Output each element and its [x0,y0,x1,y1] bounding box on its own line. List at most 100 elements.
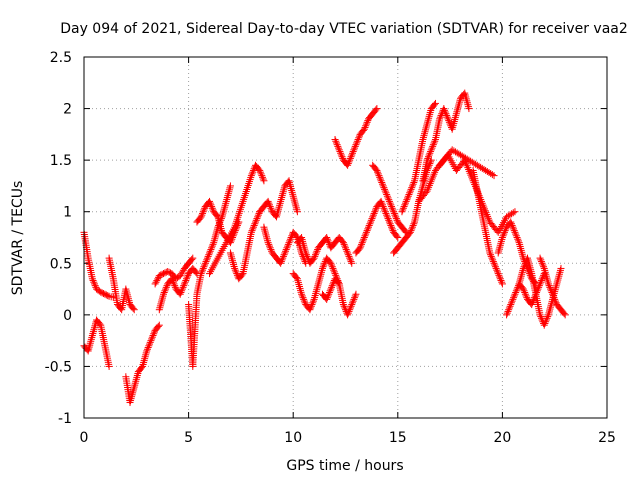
data-point-trace [553,278,561,286]
data-point-trace [313,247,321,255]
data-point-trace [311,292,319,300]
data-point-trace [344,251,352,259]
data-point-trace [89,276,97,284]
data-point-trace [386,199,394,207]
x-tick-label: 10 [284,430,302,446]
data-point-trace [307,304,315,312]
data-point-trace [400,203,408,211]
data-point [88,275,96,283]
data-point-trace [453,106,461,114]
data-point-trace [491,261,499,269]
data-point-trace [512,289,520,297]
data-point-trace [392,213,400,221]
data-point-trace [518,248,526,256]
data-point-trace [560,310,568,318]
data-point-trace [160,289,168,297]
data-point-trace [133,373,141,381]
data-point [256,166,264,174]
data-point-trace [229,259,237,267]
data-point [247,172,255,180]
data-point-trace [158,294,166,302]
data-point-trace [199,266,207,274]
data-point-trace [289,190,297,198]
data-point-trace [399,204,407,212]
x-tick-label: 5 [184,430,193,446]
data-point-trace [300,297,308,305]
data-point-trace [421,128,429,136]
data-point [444,115,452,123]
data-point-trace [192,268,200,276]
data-point-trace [546,305,554,313]
data-point-trace [342,244,349,252]
data-point-trace [284,240,292,248]
data-point-trace [390,209,398,217]
data-point-trace [227,253,235,261]
data-point [394,234,402,241]
data-point [289,192,297,200]
data-point-trace [495,271,503,279]
data-point-trace [497,239,505,247]
data-point-trace [208,244,216,252]
data-point-trace [278,256,286,264]
data-point-trace [543,276,551,284]
data-point-trace [509,223,517,231]
data-point-trace [388,223,396,231]
data-point-trace [177,270,185,278]
data-point-trace [542,318,550,326]
data-point [486,249,494,257]
data-point [436,115,444,123]
data-point-trace [90,326,98,334]
data-point-trace [161,287,169,295]
data-point [494,270,502,278]
data-point-trace [325,289,333,297]
data-point-trace [517,246,525,254]
data-point-trace [223,194,231,202]
data-point-trace [323,294,331,302]
data-point [561,311,569,319]
data-point-trace [311,252,319,260]
data-point [247,228,255,236]
data-point [385,218,393,226]
data-point-trace [510,227,518,235]
data-point-trace [523,294,531,302]
data-point-trace [183,275,191,283]
data-point-trace [300,295,308,303]
data-point [231,264,239,272]
data-point-trace [219,209,227,217]
data-point-trace [401,201,409,209]
data-point-trace [351,292,359,300]
data-point-trace [129,387,137,395]
data-point-trace [277,258,285,266]
data-point-trace [171,283,179,291]
data-point-trace [259,175,267,183]
data-point-trace [129,389,137,397]
data-point [88,331,96,339]
data-point-trace [508,297,516,305]
data-point-trace [340,240,348,248]
data-point-trace [265,240,273,248]
data-point-trace [347,302,355,310]
data-point-trace [282,246,290,254]
data-point-trace [148,333,156,341]
data-point-trace [407,185,415,193]
data-point [406,228,414,236]
data-point-trace [521,289,529,297]
data-point-trace [104,292,112,300]
data-point-trace [419,134,427,142]
data-point-trace [358,240,366,248]
data-point-trace [333,141,341,149]
data-point-trace [357,242,365,250]
data-point-trace [334,279,342,287]
data-point-trace [297,286,305,294]
data-point-trace [179,283,187,291]
data-point-trace [430,139,438,147]
data-point-trace [430,101,438,109]
data-point-trace [404,194,412,202]
data-point [318,264,326,272]
data-point-trace [353,137,361,145]
data-point-trace [507,299,515,307]
data-point [293,208,301,216]
data-point-trace [422,124,430,132]
data-point [180,280,188,288]
data-point-trace [401,199,409,207]
